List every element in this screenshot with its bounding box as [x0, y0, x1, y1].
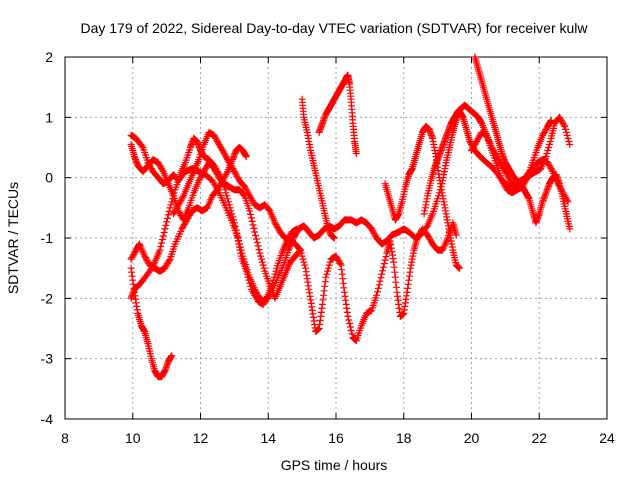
data-points [127, 53, 574, 381]
plot-frame [64, 56, 608, 420]
series-track-h [315, 71, 360, 157]
y-tick-label: -2 [41, 290, 54, 306]
series-track-e [127, 134, 301, 305]
series-markers [127, 134, 301, 305]
series-markers [127, 141, 460, 345]
series-markers [127, 264, 176, 381]
y-tick-label: 2 [45, 49, 53, 65]
series-track-f [169, 128, 304, 254]
series-markers [468, 116, 555, 194]
x-tick-label: 12 [193, 430, 209, 446]
y-axis-label: SDTVAR / TECUs [5, 182, 21, 294]
series-markers [471, 53, 574, 233]
x-tick-label: 10 [125, 430, 141, 446]
x-tick-label: 24 [599, 430, 615, 446]
x-tick-label: 20 [464, 430, 480, 446]
x-tick-label: 16 [328, 430, 344, 446]
series-track-d [127, 264, 176, 381]
series-markers [169, 128, 304, 254]
series-markers [127, 144, 250, 275]
series-track-k [471, 53, 574, 233]
y-tick-label: 1 [45, 109, 53, 125]
y-tick-label: 0 [45, 170, 53, 186]
series-markers [381, 122, 464, 272]
chart-title: Day 179 of 2022, Sidereal Day-to-day VTE… [80, 20, 588, 36]
y-tick-label: -3 [41, 351, 54, 367]
x-tick-label: 22 [531, 430, 547, 446]
series-markers [298, 95, 338, 242]
x-tick-label: 14 [260, 430, 276, 446]
y-tick-label: -1 [41, 230, 54, 246]
x-tick-label: 8 [61, 430, 69, 446]
x-tick-label: 18 [396, 430, 412, 446]
series-track-b [127, 141, 460, 345]
series-track-l [468, 116, 555, 194]
series-track-g [298, 95, 338, 242]
y-tick-label: -4 [41, 411, 54, 427]
series-track-c [127, 144, 250, 275]
series-markers [315, 71, 360, 157]
series-track-i [381, 122, 464, 272]
x-axis-label: GPS time / hours [281, 457, 388, 473]
